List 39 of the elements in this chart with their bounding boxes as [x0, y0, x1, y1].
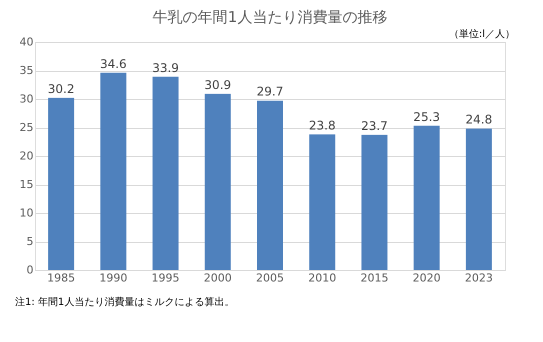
y-tick-label: 40 [20, 36, 34, 48]
y-tick-label: 15 [20, 178, 34, 191]
chart-title: 牛乳の年間1人当たり消費量の推移 [152, 8, 388, 26]
bar [204, 94, 231, 270]
data-label: 34.6 [100, 56, 127, 71]
bar [48, 98, 74, 270]
data-label: 30.9 [204, 78, 232, 92]
bar [466, 128, 492, 270]
x-tick-label: 1985 [47, 272, 76, 284]
x-tick-label: 2010 [308, 272, 336, 284]
text: （単位:l／人） [448, 28, 515, 40]
bar [361, 134, 388, 270]
bar [414, 126, 440, 270]
text: 注1: 年間1人当たり消費量はミルクによる算出。 [15, 296, 234, 308]
y-tick-label: 35 [20, 64, 34, 77]
bar [152, 76, 179, 270]
y-tick-label: 30 [20, 92, 34, 106]
bar [100, 72, 126, 270]
y-tick-label: 10 [20, 206, 34, 220]
data-label: 25.3 [413, 110, 440, 124]
x-tick-label: 2023 [464, 272, 493, 284]
y-tick-label: 20 [20, 150, 34, 162]
x-tick-label: 2000 [204, 272, 232, 284]
data-label: 23.8 [308, 118, 336, 132]
bar [309, 134, 336, 270]
x-tick-label: 2020 [412, 272, 441, 284]
data-label: 33.9 [152, 60, 179, 75]
data-label: 23.7 [361, 118, 388, 133]
x-tick-label: 1990 [99, 272, 128, 284]
data-label: 30.2 [48, 82, 74, 96]
y-tick-label: 0 [26, 264, 34, 276]
x-tick-label: 2015 [360, 272, 388, 284]
data-label: 29.7 [256, 84, 284, 99]
data-label: 24.8 [466, 112, 492, 127]
x-tick-label: 1995 [152, 272, 180, 284]
x-tick-label: 2005 [256, 272, 284, 284]
y-tick-label: 5 [26, 235, 34, 248]
bar [257, 100, 283, 270]
y-tick-label: 25 [20, 121, 34, 134]
